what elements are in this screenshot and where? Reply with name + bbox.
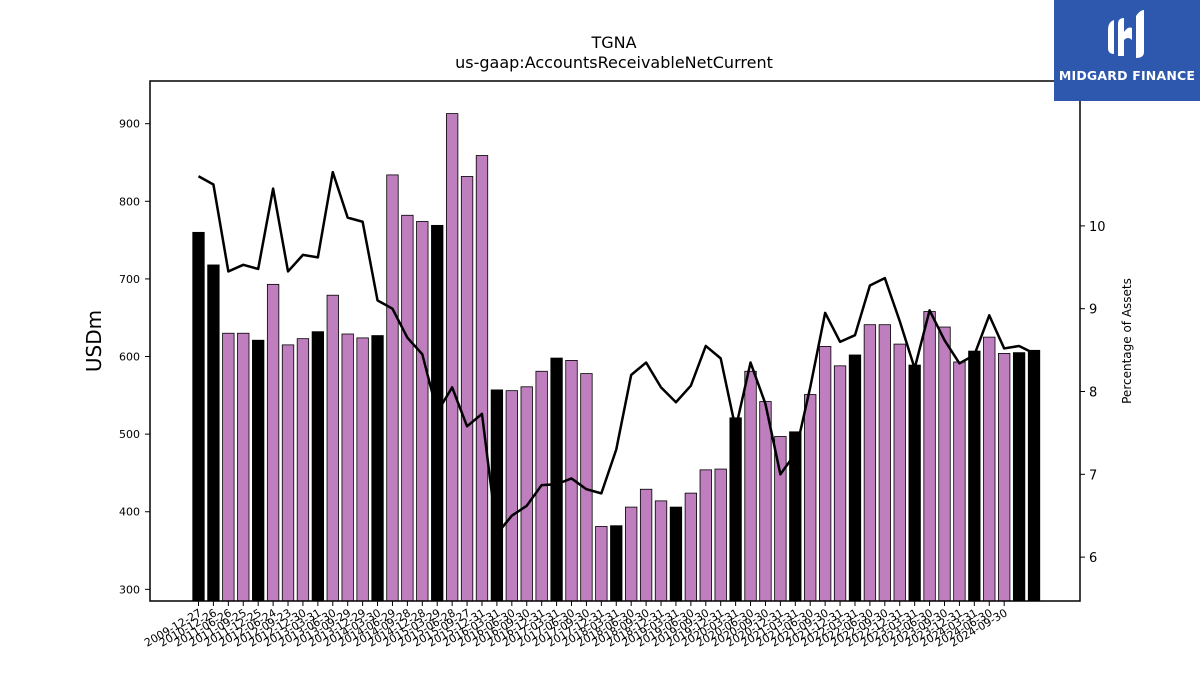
bar-49 (923, 311, 936, 602)
bar-1 (207, 264, 220, 602)
bar-38 (759, 401, 772, 602)
bar-54 (998, 353, 1011, 602)
y-axis-right: 6 7 8 9 10 (1080, 220, 1106, 566)
y-tick-label: 600 (119, 351, 140, 364)
bar-7 (296, 338, 310, 602)
y-tick-label: 900 (119, 118, 140, 131)
bar-45 (863, 324, 877, 602)
bar-6 (281, 344, 295, 602)
bar-55 (1012, 352, 1026, 602)
bar-52 (968, 350, 981, 602)
bar-33 (684, 492, 698, 602)
bar-51 (953, 361, 966, 602)
bar-41 (804, 394, 817, 602)
bar-48 (908, 364, 921, 602)
y2-tick-label: 10 (1089, 220, 1106, 235)
bar-21 (505, 390, 518, 602)
bar-19 (475, 155, 489, 602)
bar-27 (595, 526, 608, 602)
bar-56 (1027, 349, 1041, 602)
bar-14 (401, 214, 414, 602)
bar-35 (714, 468, 727, 602)
chart-title: TGNA (590, 33, 636, 52)
bar-46 (878, 324, 891, 602)
bar-22 (520, 386, 533, 602)
y2-axis-label: Percentage of Assets (1120, 278, 1134, 404)
y2-tick-label: 7 (1089, 468, 1097, 483)
bar-44 (848, 354, 862, 602)
y-axis-left: 300 400 500 600 700 800 900 (119, 118, 150, 596)
bar-5 (266, 283, 280, 602)
bar-10 (341, 333, 354, 602)
bar-series (192, 113, 1041, 602)
bar-30 (639, 488, 653, 602)
bar-15 (416, 221, 429, 602)
bar-0 (192, 231, 205, 602)
bar-47 (893, 343, 906, 602)
bar-18 (460, 176, 474, 602)
plot-frame (149, 80, 1081, 602)
bar-28 (610, 525, 623, 602)
y-tick-label: 700 (119, 273, 140, 286)
midgard-logo-icon (1108, 10, 1144, 58)
y-axis-label: USDm (82, 310, 106, 372)
bar-2 (222, 332, 235, 602)
bar-9 (326, 294, 339, 602)
brand-logo: MIDGARD FINANCE (1054, 0, 1200, 101)
y2-tick-label: 9 (1089, 303, 1097, 318)
y2-tick-label: 6 (1089, 551, 1097, 566)
y-tick-label: 400 (119, 506, 140, 519)
bar-53 (983, 336, 996, 602)
bar-17 (445, 113, 459, 602)
bar-13 (386, 174, 399, 602)
bar-3 (237, 332, 250, 602)
bar-32 (669, 506, 683, 602)
y-tick-label: 500 (119, 428, 140, 441)
bar-8 (311, 331, 325, 602)
bar-4 (252, 339, 265, 602)
bar-31 (654, 500, 668, 602)
bar-50 (938, 326, 951, 602)
x-axis: 2009-12-272010-12-262011-06-262011-09-25… (142, 601, 1010, 650)
y-tick-label: 300 (119, 583, 140, 596)
bar-24 (550, 357, 563, 602)
bar-12 (371, 335, 384, 602)
bar-11 (356, 337, 369, 602)
bar-42 (818, 346, 832, 602)
bar-43 (833, 365, 847, 602)
bar-37 (744, 370, 757, 602)
bar-29 (625, 506, 638, 602)
brand-name: MIDGARD FINANCE (1058, 68, 1196, 83)
bar-34 (699, 469, 712, 602)
percentage-of-assets-line (197, 170, 1035, 536)
y-tick-label: 800 (119, 195, 140, 208)
chart-subtitle: us-gaap:AccountsReceivableNetCurrent (455, 53, 773, 72)
y2-tick-label: 8 (1089, 386, 1097, 401)
bar-36 (729, 417, 742, 602)
